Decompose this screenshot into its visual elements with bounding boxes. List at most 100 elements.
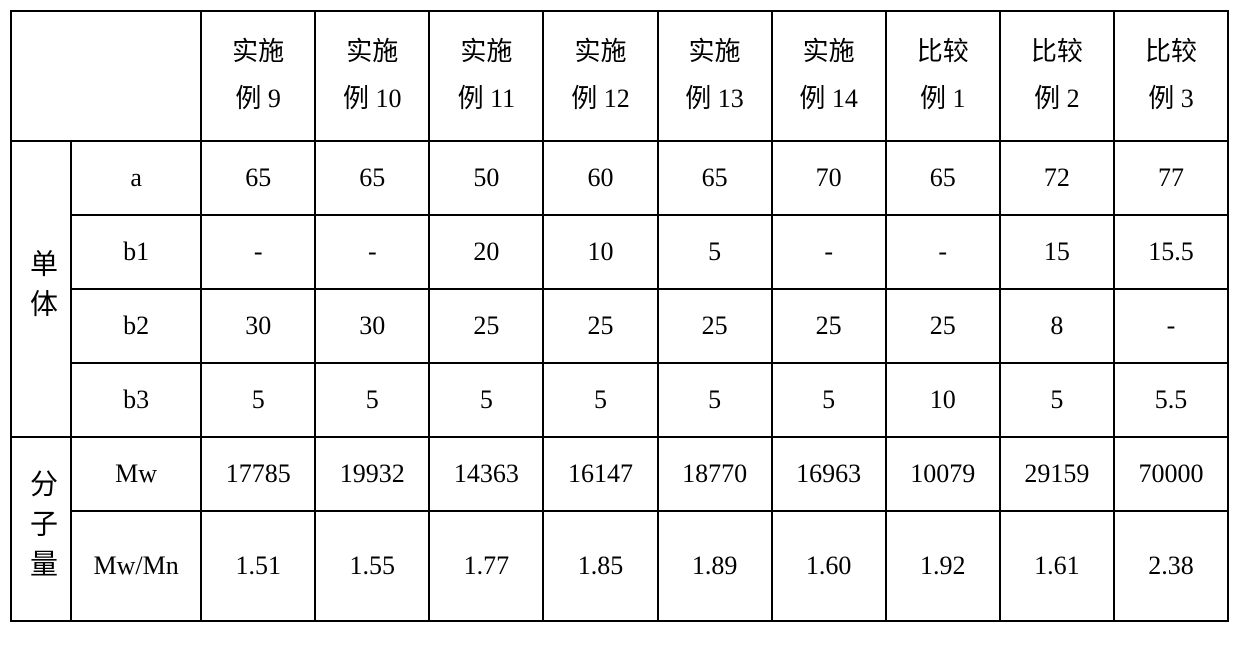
header-line1: 实施 [232, 37, 284, 66]
data-cell: 70 [772, 141, 886, 215]
data-cell: 65 [315, 141, 429, 215]
data-cell: 65 [201, 141, 315, 215]
data-cell: 5 [1000, 363, 1114, 437]
data-cell: 1.89 [658, 511, 772, 621]
header-line2: 例 2 [1034, 84, 1080, 113]
group-label-monomer: 单体 [11, 141, 71, 437]
data-cell: - [886, 215, 1000, 289]
data-cell: 10079 [886, 437, 1000, 511]
data-cell: 72 [1000, 141, 1114, 215]
data-cell: 5 [429, 363, 543, 437]
header-col-2: 实施 例 11 [429, 11, 543, 141]
row-label: a [71, 141, 201, 215]
header-col-1: 实施 例 10 [315, 11, 429, 141]
data-cell: 5 [315, 363, 429, 437]
table-row: b2 30 30 25 25 25 25 25 8 - [11, 289, 1228, 363]
table-row: 单体 a 65 65 50 60 65 70 65 72 77 [11, 141, 1228, 215]
data-cell: 25 [429, 289, 543, 363]
data-cell: 19932 [315, 437, 429, 511]
header-col-8: 比较 例 3 [1114, 11, 1228, 141]
data-cell: 1.77 [429, 511, 543, 621]
row-label: b2 [71, 289, 201, 363]
header-col-4: 实施 例 13 [658, 11, 772, 141]
header-blank [11, 11, 201, 141]
header-line1: 实施 [574, 37, 626, 66]
data-cell: 10 [886, 363, 1000, 437]
header-line1: 实施 [460, 37, 512, 66]
table-body: 实施 例 9 实施 例 10 实施 例 11 实施 例 12 实施 例 13 [11, 11, 1228, 621]
header-col-3: 实施 例 12 [543, 11, 657, 141]
data-cell: 2.38 [1114, 511, 1228, 621]
data-cell: 30 [201, 289, 315, 363]
data-cell: 25 [886, 289, 1000, 363]
data-cell: 1.51 [201, 511, 315, 621]
header-line2: 例 10 [343, 84, 402, 113]
data-cell: 18770 [658, 437, 772, 511]
data-cell: 25 [658, 289, 772, 363]
header-line1: 比较 [1031, 37, 1083, 66]
data-cell: 1.92 [886, 511, 1000, 621]
data-cell: 1.61 [1000, 511, 1114, 621]
data-cell: 65 [658, 141, 772, 215]
data-cell: 70000 [1114, 437, 1228, 511]
data-cell: 17785 [201, 437, 315, 511]
data-cell: 60 [543, 141, 657, 215]
data-cell: - [772, 215, 886, 289]
header-line2: 例 13 [685, 84, 744, 113]
data-cell: 5.5 [1114, 363, 1228, 437]
data-cell: 50 [429, 141, 543, 215]
data-cell: 29159 [1000, 437, 1114, 511]
data-cell: 77 [1114, 141, 1228, 215]
data-cell: 15 [1000, 215, 1114, 289]
data-cell: 20 [429, 215, 543, 289]
group-label-molecular-weight: 分子量 [11, 437, 71, 621]
header-line2: 例 9 [235, 84, 281, 113]
header-col-7: 比较 例 2 [1000, 11, 1114, 141]
header-col-0: 实施 例 9 [201, 11, 315, 141]
header-line1: 实施 [803, 37, 855, 66]
table-row: b3 5 5 5 5 5 5 10 5 5.5 [11, 363, 1228, 437]
data-cell: 1.60 [772, 511, 886, 621]
data-cell: - [1114, 289, 1228, 363]
row-label: Mw/Mn [71, 511, 201, 621]
header-line2: 例 12 [571, 84, 630, 113]
data-cell: 5 [658, 363, 772, 437]
row-label: b3 [71, 363, 201, 437]
table-row: 分子量 Mw 17785 19932 14363 16147 18770 169… [11, 437, 1228, 511]
data-cell: 5 [201, 363, 315, 437]
table-container: 实施 例 9 实施 例 10 实施 例 11 实施 例 12 实施 例 13 [10, 10, 1229, 622]
data-cell: 5 [772, 363, 886, 437]
header-line2: 例 11 [458, 84, 516, 113]
table-row: Mw/Mn 1.51 1.55 1.77 1.85 1.89 1.60 1.92… [11, 511, 1228, 621]
data-cell: 15.5 [1114, 215, 1228, 289]
header-line2: 例 14 [799, 84, 858, 113]
data-cell: 1.55 [315, 511, 429, 621]
header-line1: 实施 [346, 37, 398, 66]
data-cell: 16963 [772, 437, 886, 511]
header-line2: 例 3 [1148, 84, 1194, 113]
header-line2: 例 1 [920, 84, 966, 113]
data-cell: 65 [886, 141, 1000, 215]
data-cell: 30 [315, 289, 429, 363]
table-row: b1 - - 20 10 5 - - 15 15.5 [11, 215, 1228, 289]
data-cell: 10 [543, 215, 657, 289]
header-line1: 比较 [917, 37, 969, 66]
data-cell: - [315, 215, 429, 289]
data-cell: 14363 [429, 437, 543, 511]
data-cell: 5 [543, 363, 657, 437]
table-header-row: 实施 例 9 实施 例 10 实施 例 11 实施 例 12 实施 例 13 [11, 11, 1228, 141]
row-label: b1 [71, 215, 201, 289]
data-cell: 25 [772, 289, 886, 363]
data-cell: 25 [543, 289, 657, 363]
header-col-6: 比较 例 1 [886, 11, 1000, 141]
header-line1: 比较 [1145, 37, 1197, 66]
data-cell: 16147 [543, 437, 657, 511]
data-cell: 5 [658, 215, 772, 289]
data-cell: 1.85 [543, 511, 657, 621]
header-col-5: 实施 例 14 [772, 11, 886, 141]
data-cell: 8 [1000, 289, 1114, 363]
row-label: Mw [71, 437, 201, 511]
data-cell: - [201, 215, 315, 289]
data-table: 实施 例 9 实施 例 10 实施 例 11 实施 例 12 实施 例 13 [10, 10, 1229, 622]
header-line1: 实施 [689, 37, 741, 66]
